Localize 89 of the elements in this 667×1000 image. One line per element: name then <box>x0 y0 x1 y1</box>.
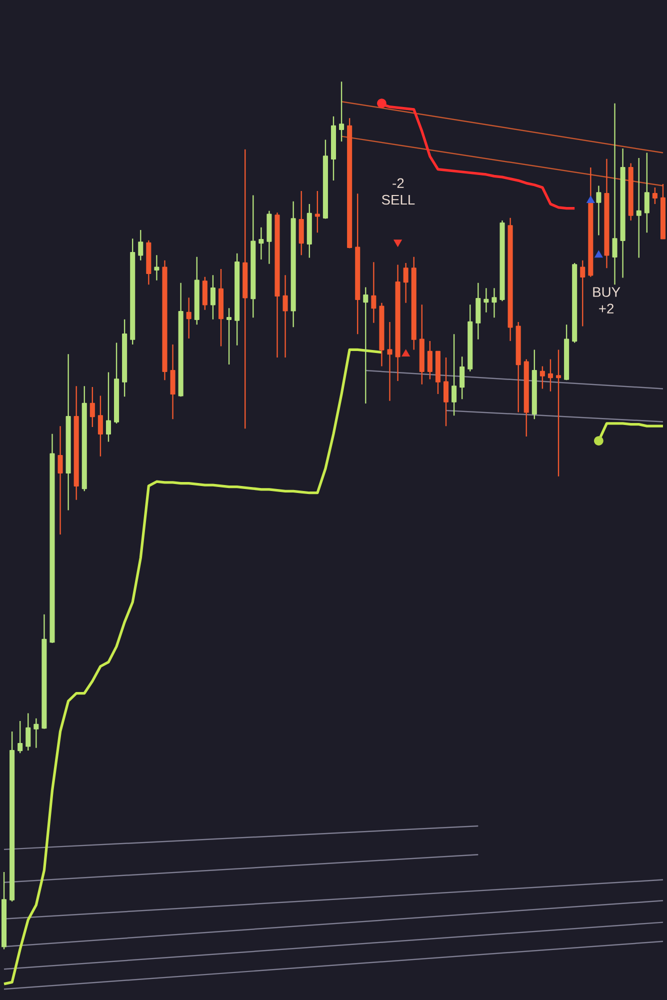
candlestick <box>395 264 400 382</box>
candlestick <box>258 226 264 260</box>
candlestick <box>604 158 610 269</box>
candlestick <box>242 148 248 430</box>
candlestick <box>290 200 296 328</box>
candlestick <box>387 321 392 402</box>
candlestick <box>644 152 650 234</box>
candlestick <box>516 321 521 413</box>
candlestick <box>347 118 352 249</box>
candlestick <box>540 366 545 390</box>
candlestick <box>170 344 176 420</box>
candlestick <box>226 307 232 366</box>
candlestick <box>411 256 416 350</box>
candlestick <box>82 386 87 492</box>
candlestick <box>379 302 384 367</box>
annotation: -2 SELL <box>382 178 415 205</box>
candlestick <box>50 433 55 644</box>
candlestick <box>580 260 586 327</box>
candlestick <box>162 260 168 381</box>
candlestick <box>452 334 457 416</box>
candlestick <box>2 871 7 950</box>
candlestick <box>339 81 344 142</box>
point <box>594 250 603 258</box>
candlestick <box>596 185 602 236</box>
point <box>586 196 595 204</box>
candlestick <box>508 217 513 342</box>
candlestick <box>460 356 465 400</box>
candlestick <box>524 358 529 438</box>
annotation: BUY +2 <box>593 287 620 314</box>
candlestick <box>500 220 505 302</box>
candlestick <box>138 229 144 261</box>
candlestick <box>98 395 103 458</box>
candlestick <box>564 324 570 381</box>
point <box>594 436 604 446</box>
candlestick <box>218 268 224 347</box>
candlestick <box>74 386 79 500</box>
candlestick <box>548 358 553 392</box>
candlestick <box>202 276 208 310</box>
candlestick <box>90 386 95 428</box>
candlestick <box>266 210 272 264</box>
candlestick <box>234 252 240 346</box>
candlestick <box>355 192 360 335</box>
candlestick <box>419 304 424 386</box>
candlestick <box>306 203 312 258</box>
candlestick <box>26 712 31 752</box>
candlestick <box>322 139 328 220</box>
candlestick <box>612 102 618 286</box>
candlestick <box>371 262 376 324</box>
candlestick <box>146 240 152 286</box>
candlestick <box>58 425 63 536</box>
point <box>377 98 386 108</box>
candlestick <box>468 304 473 372</box>
candlestick <box>298 190 304 256</box>
candlestick <box>660 183 666 240</box>
candlestick <box>363 286 368 404</box>
candlestick <box>652 186 658 205</box>
candlestick <box>186 297 192 340</box>
candlestick <box>18 720 23 754</box>
candlestick <box>435 350 440 395</box>
candlestick <box>66 353 71 511</box>
candlestick <box>476 282 481 340</box>
candlestick <box>106 372 112 442</box>
candlestick <box>210 274 216 320</box>
candlestick <box>42 614 47 730</box>
candlestick <box>34 718 39 749</box>
candlestick <box>314 190 320 234</box>
candlestick <box>130 238 136 346</box>
candlestick <box>274 212 280 358</box>
candlestick <box>154 254 160 281</box>
candlestick <box>122 318 128 398</box>
point <box>402 349 410 357</box>
candlestick <box>572 262 578 344</box>
candlestick <box>10 730 15 902</box>
candlestick <box>330 116 336 182</box>
candlestick <box>443 356 449 427</box>
candlestick <box>282 274 288 358</box>
candlestick <box>427 340 432 380</box>
candlestick <box>556 349 562 477</box>
candlestick <box>194 256 200 326</box>
candlestick <box>636 157 642 258</box>
candlestick <box>620 148 626 278</box>
candlestick <box>403 262 408 304</box>
candlestick <box>492 288 497 318</box>
candlestick <box>178 282 184 398</box>
candlestick <box>628 162 634 222</box>
candlestick <box>114 342 120 424</box>
candlestick <box>532 349 537 420</box>
candlestick <box>484 288 489 314</box>
candlestick <box>250 194 256 318</box>
